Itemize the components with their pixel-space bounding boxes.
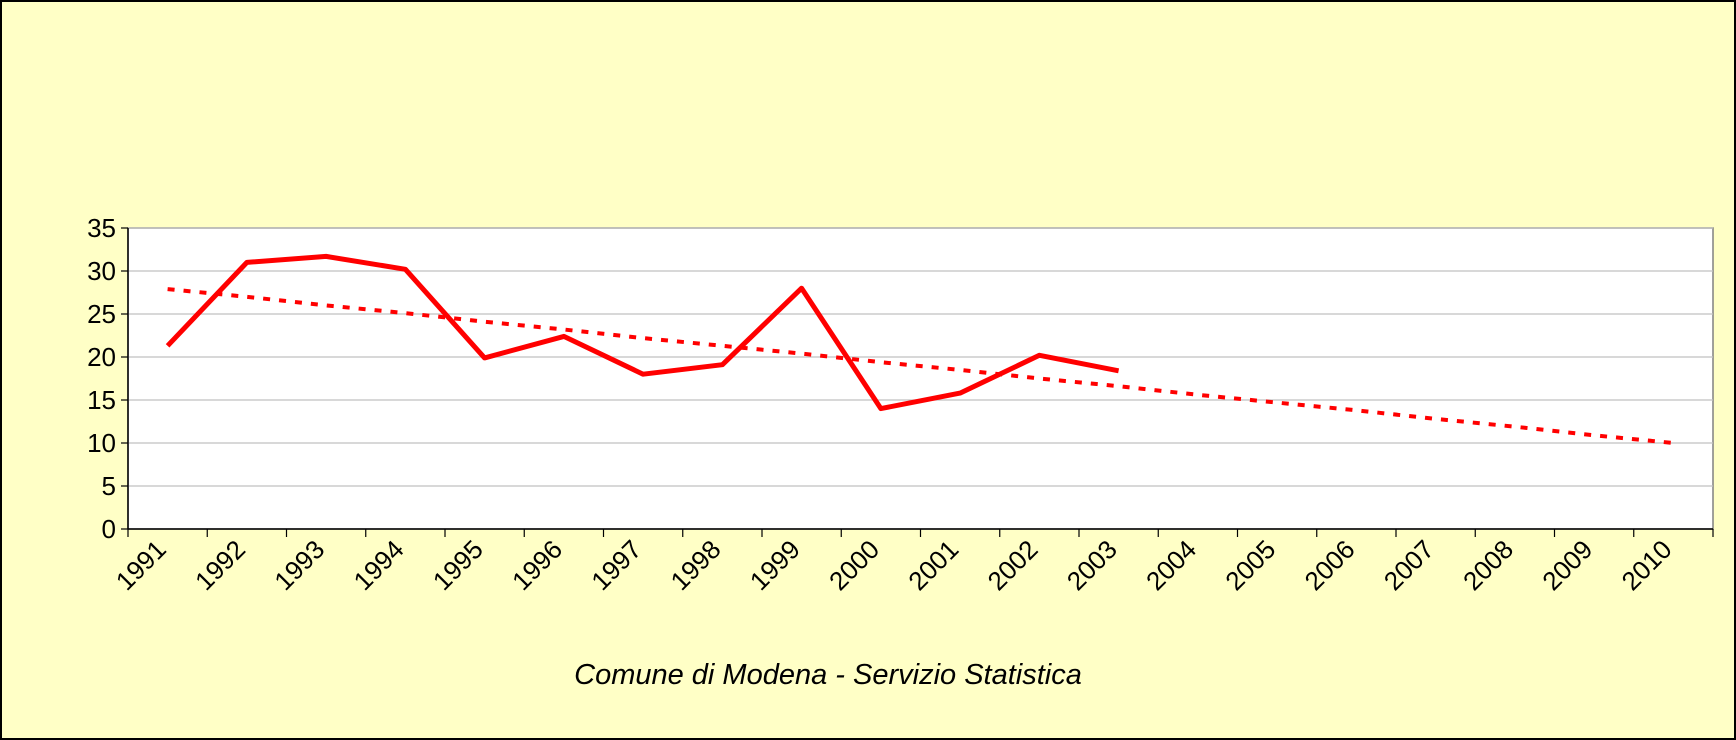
y-tick-label: 25 [87,299,116,329]
y-tick-label: 30 [87,256,116,286]
y-tick-label: 20 [87,342,116,372]
y-tick-label: 35 [87,213,116,243]
y-tick-label: 0 [102,514,116,544]
y-tick-label: 15 [87,385,116,415]
series-line [165,253,1120,412]
plot-area [127,227,1714,530]
y-tick-label: 10 [87,428,116,458]
series-line [167,287,1674,445]
y-tick-label: 5 [102,471,116,501]
caption: Comune di Modena - Servizio Statistica [574,659,1082,691]
